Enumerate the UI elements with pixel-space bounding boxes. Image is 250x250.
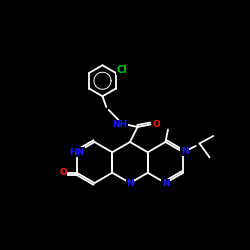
Text: O: O — [152, 120, 160, 129]
Text: N: N — [162, 179, 169, 188]
Text: Cl: Cl — [117, 65, 128, 75]
Text: N: N — [181, 146, 188, 156]
Text: HN: HN — [69, 148, 84, 157]
Text: NH: NH — [112, 120, 128, 129]
Text: O: O — [59, 168, 67, 177]
Text: N: N — [126, 179, 134, 188]
